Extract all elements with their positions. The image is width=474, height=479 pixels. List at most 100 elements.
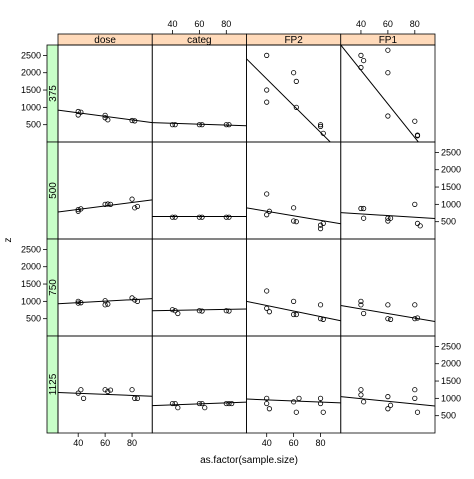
data-point: [358, 205, 364, 212]
data-point: [75, 298, 81, 304]
data-point: [361, 310, 367, 317]
data-point: [358, 302, 364, 308]
x-tick-label: 80: [221, 19, 231, 29]
data-point: [264, 87, 270, 93]
fit-line: [58, 199, 153, 213]
data-point: [293, 311, 299, 318]
x-tick-label: 60: [383, 19, 393, 29]
y-tick-label: 2000: [441, 359, 461, 369]
data-point: [75, 112, 81, 118]
panel-border: [151, 238, 247, 337]
x-tick-label: 60: [289, 438, 299, 448]
data-point: [102, 387, 108, 393]
data-point: [358, 298, 364, 304]
data-point: [264, 288, 270, 294]
x-tick-label: 80: [127, 438, 137, 448]
data-point: [129, 117, 135, 124]
data-point: [172, 214, 178, 220]
data-point: [175, 405, 181, 411]
y-tick-label: 500: [441, 411, 456, 421]
y-tick-label: 500: [26, 120, 41, 130]
fit-line: [152, 122, 247, 127]
data-point: [291, 311, 297, 318]
data-point: [320, 316, 326, 322]
fit-line: [246, 58, 331, 142]
data-point: [266, 406, 272, 412]
data-point: [291, 399, 297, 405]
data-point: [296, 395, 302, 401]
fit-line: [152, 401, 247, 407]
data-point: [196, 308, 202, 314]
data-point: [75, 108, 81, 115]
data-point: [132, 205, 138, 211]
data-point: [264, 191, 270, 197]
data-point: [320, 130, 326, 136]
data-point: [199, 214, 205, 220]
data-point: [414, 220, 421, 227]
data-point: [80, 395, 87, 401]
data-point: [361, 205, 367, 212]
data-point: [414, 315, 421, 321]
fit-line: [246, 300, 341, 322]
y-tick-label: 500: [441, 217, 456, 227]
data-point: [317, 302, 324, 308]
data-point: [169, 400, 176, 407]
data-point: [229, 400, 235, 407]
data-point: [358, 52, 364, 58]
row-strip-label: 500: [48, 182, 59, 199]
data-point: [266, 309, 272, 315]
data-point: [414, 409, 421, 415]
x-tick-label: 40: [262, 438, 272, 448]
panel-500-fp1: [340, 201, 435, 229]
data-point: [385, 316, 391, 322]
data-point: [358, 387, 364, 393]
data-point: [223, 214, 229, 220]
data-point: [317, 316, 324, 322]
data-point: [196, 122, 202, 128]
data-point: [132, 395, 138, 401]
y-tick-label: 500: [26, 314, 41, 324]
data-point: [102, 302, 108, 308]
data-point: [291, 205, 297, 211]
y-tick-label: 1500: [441, 376, 461, 386]
data-point: [75, 206, 81, 213]
column-strip-label: dose: [94, 35, 116, 46]
panel-1125-categ: [152, 400, 247, 411]
x-tick-label: 40: [167, 19, 177, 29]
y-tick-label: 2500: [21, 244, 41, 254]
data-point: [264, 400, 270, 407]
panel-border: [340, 238, 436, 337]
y-tick-label: 1500: [21, 279, 41, 289]
data-point: [129, 387, 135, 393]
data-point: [75, 390, 81, 396]
data-point: [412, 201, 418, 207]
data-point: [226, 214, 232, 220]
panel-750-fp2: [246, 288, 341, 322]
panel-border: [57, 44, 153, 143]
data-point: [385, 218, 391, 224]
data-point: [105, 388, 111, 395]
data-point: [387, 215, 394, 221]
panel-border: [151, 141, 247, 240]
data-point: [172, 122, 178, 128]
panels-layer: dose categ FP2 FP1 375 500 750 1125: [46, 33, 436, 434]
fit-line: [246, 207, 341, 225]
panel-1125-fp1: [340, 387, 435, 415]
panel-500-fp2: [246, 191, 341, 232]
panel-375-fp1: [340, 45, 421, 142]
data-point: [361, 215, 367, 221]
data-point: [223, 308, 229, 314]
panel-border: [57, 141, 153, 240]
panel-border: [57, 238, 153, 337]
data-point: [412, 316, 418, 322]
fit-line: [58, 391, 153, 397]
data-point: [78, 387, 84, 393]
data-point: [78, 300, 84, 306]
y-tick-label: 1500: [441, 182, 461, 192]
data-point: [385, 406, 391, 412]
data-point: [293, 409, 299, 415]
data-point: [226, 122, 232, 128]
row-strip-label: 375: [48, 85, 59, 102]
data-point: [412, 118, 418, 124]
